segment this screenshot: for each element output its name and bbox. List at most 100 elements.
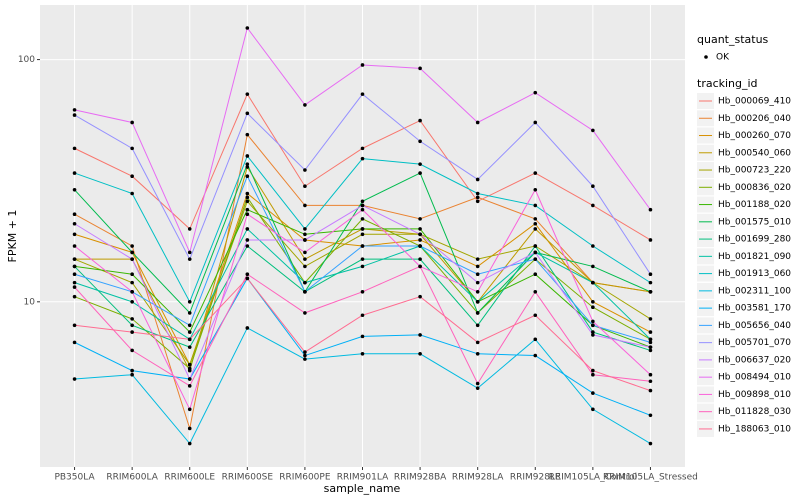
point — [360, 217, 365, 221]
point — [187, 250, 192, 255]
point — [533, 217, 538, 221]
legend-label: Hb_188063_010 — [718, 424, 791, 434]
point — [72, 280, 77, 285]
point — [591, 407, 595, 412]
point — [591, 368, 595, 373]
point — [130, 244, 134, 248]
point — [245, 212, 250, 216]
point — [72, 323, 77, 328]
point — [130, 348, 134, 353]
point — [533, 272, 538, 277]
point — [130, 257, 134, 261]
point — [475, 311, 480, 315]
point — [303, 357, 307, 361]
point — [533, 120, 538, 125]
point — [360, 203, 365, 208]
point — [245, 92, 250, 96]
legend-title: quant_status — [697, 33, 769, 46]
legend-label: Hb_000069_410 — [718, 97, 791, 107]
point — [245, 26, 250, 30]
point — [475, 177, 480, 182]
legend-label: Hb_002311_100 — [718, 286, 791, 296]
point — [130, 323, 134, 328]
point — [418, 66, 422, 71]
point — [533, 257, 538, 261]
legend-label: OK — [716, 53, 730, 63]
point — [475, 352, 480, 356]
point — [648, 348, 653, 353]
point — [648, 317, 653, 321]
legend-label: Hb_000723_220 — [718, 166, 791, 176]
point — [130, 250, 134, 255]
point — [591, 244, 595, 248]
point — [130, 368, 134, 373]
legend-label: Hb_001575_010 — [718, 217, 791, 227]
point — [72, 113, 77, 117]
legend-label: Hb_000260_070 — [718, 131, 791, 141]
point — [72, 108, 77, 112]
point — [591, 184, 595, 189]
point — [475, 381, 480, 386]
point — [303, 280, 307, 285]
point — [245, 195, 250, 200]
point — [475, 323, 480, 328]
point — [245, 227, 250, 231]
point — [245, 207, 250, 212]
point — [533, 90, 538, 95]
point — [475, 195, 480, 200]
point — [303, 168, 307, 172]
point — [360, 334, 365, 339]
point — [303, 289, 307, 294]
point — [648, 388, 653, 393]
point — [648, 340, 653, 345]
point — [130, 317, 134, 321]
point — [245, 191, 250, 196]
point — [418, 171, 422, 175]
point — [475, 199, 480, 204]
point — [245, 165, 250, 169]
point — [187, 300, 192, 304]
point — [303, 238, 307, 242]
x-tick-label: RRIM600LE — [164, 473, 215, 483]
point — [245, 326, 250, 330]
point — [72, 294, 77, 299]
point — [591, 333, 595, 337]
point — [245, 174, 250, 179]
point — [245, 272, 250, 277]
point — [187, 366, 192, 371]
point — [475, 386, 480, 390]
point — [245, 199, 250, 204]
point — [475, 264, 480, 269]
point — [187, 407, 192, 412]
point — [418, 352, 422, 356]
point — [72, 171, 77, 175]
point — [303, 227, 307, 231]
point — [533, 337, 538, 342]
point — [591, 203, 595, 208]
point — [475, 289, 480, 294]
point — [303, 353, 307, 358]
point — [130, 300, 134, 304]
point — [187, 426, 192, 431]
point — [533, 221, 538, 226]
point — [360, 92, 365, 96]
point — [303, 350, 307, 354]
point — [72, 212, 77, 216]
point — [475, 300, 480, 304]
point — [591, 128, 595, 133]
point — [533, 313, 538, 318]
point — [418, 264, 422, 269]
point — [360, 63, 365, 67]
point — [533, 289, 538, 294]
point — [72, 272, 77, 277]
point — [360, 313, 365, 318]
point — [418, 227, 422, 231]
point — [187, 227, 192, 231]
point — [187, 257, 192, 261]
point — [130, 330, 134, 334]
point — [475, 280, 480, 285]
point — [360, 199, 365, 204]
legend-label: Hb_001821_090 — [718, 252, 791, 262]
point — [303, 264, 307, 269]
point — [303, 250, 307, 255]
